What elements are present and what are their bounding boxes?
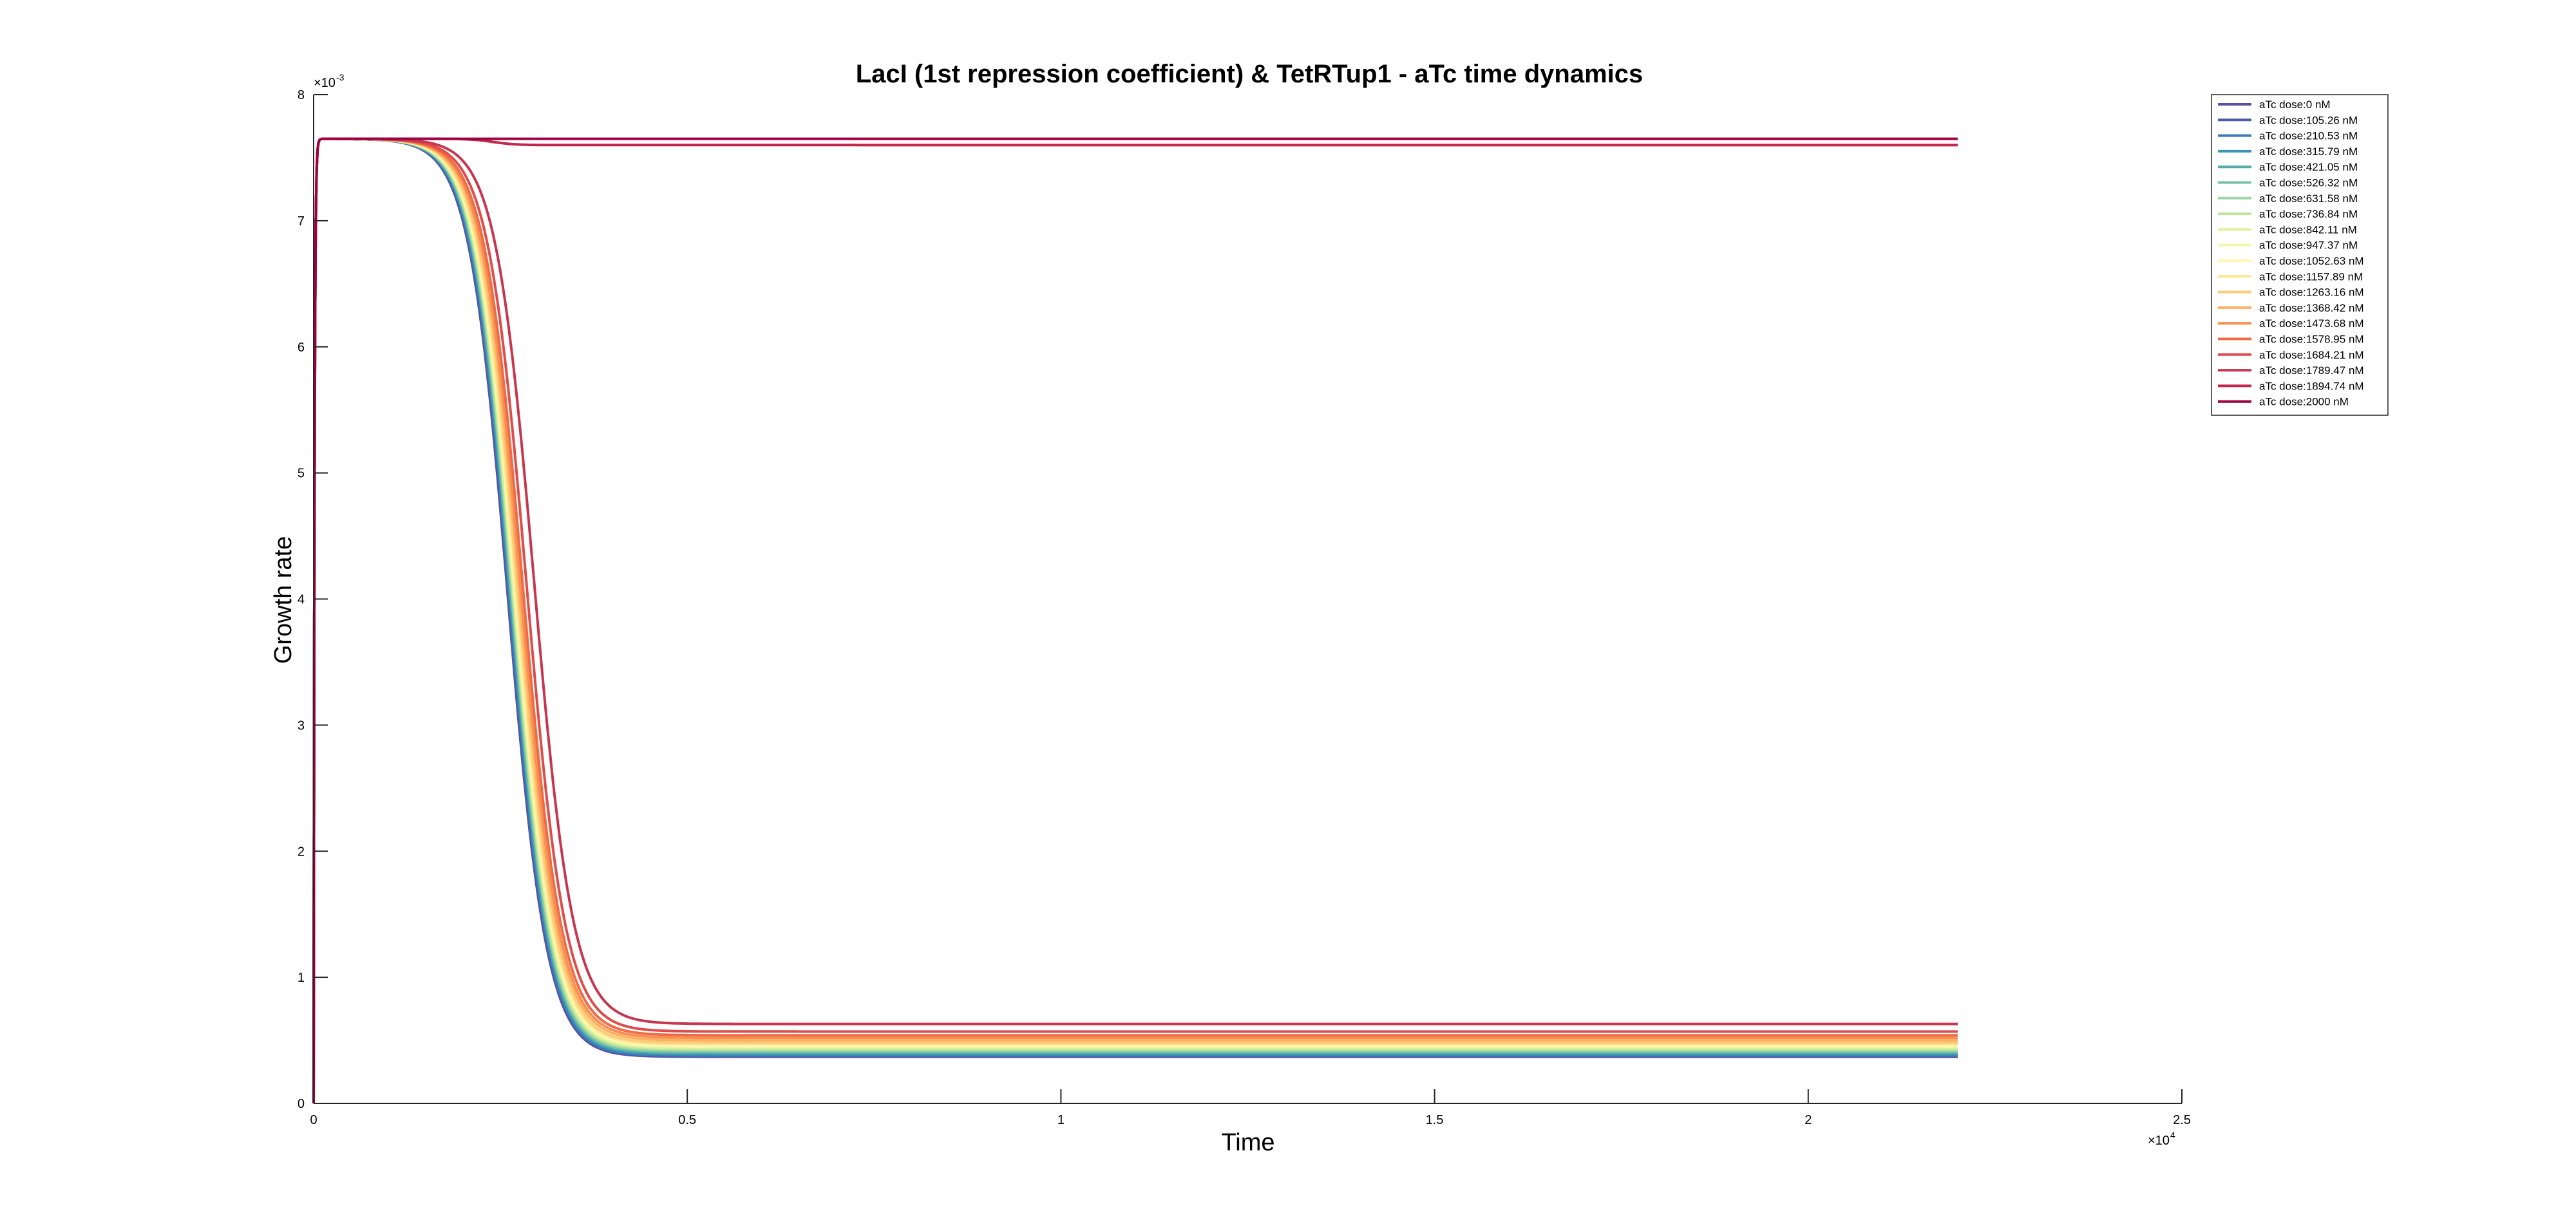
series-line-17 bbox=[312, 137, 1958, 1104]
legend-entry-label: aTc dose:1052.63 nM bbox=[2259, 255, 2364, 267]
legend-entry-label: aTc dose:2000 nM bbox=[2259, 396, 2349, 408]
series-line-12 bbox=[312, 137, 1958, 1104]
y-tick-label: 2 bbox=[298, 845, 305, 859]
legend-entry-label: aTc dose:1157.89 nM bbox=[2259, 270, 2363, 283]
y-multiplier-exponent: -3 bbox=[336, 72, 345, 82]
legend: aTc dose:0 nM aTc dose:105.26 nM aTc dose:… bbox=[2211, 94, 2389, 416]
legend-entry-label: aTc dose:210.53 nM bbox=[2259, 130, 2358, 142]
legend-entry-label: aTc dose:421.05 nM bbox=[2259, 161, 2358, 173]
legend-entry-label: aTc dose:1578.95 nM bbox=[2259, 333, 2364, 346]
legend-entry-label: aTc dose:1894.74 nM bbox=[2259, 380, 2364, 392]
x-axis-label: Time bbox=[1221, 1129, 1274, 1156]
x-tick-label: 1 bbox=[1057, 1113, 1065, 1127]
legend-entry-label: aTc dose:842.11 nM bbox=[2259, 223, 2357, 236]
series-line-15 bbox=[312, 137, 1958, 1104]
legend-entry-label: aTc dose:526.32 nM bbox=[2259, 177, 2358, 189]
chart-title: LacI (1st repression coefficient) & TetR… bbox=[856, 60, 1643, 88]
legend-entry-label: aTc dose:631.58 nM bbox=[2259, 192, 2358, 205]
x-tick-label: 0.5 bbox=[678, 1113, 696, 1127]
legend-entry-label: aTc dose:105.26 nM bbox=[2259, 114, 2358, 126]
series-line-14 bbox=[312, 137, 1958, 1104]
legend-entry-label: aTc dose:1368.42 nM bbox=[2259, 302, 2364, 314]
y-tick-label: 3 bbox=[298, 718, 305, 733]
series-line-16 bbox=[312, 137, 1958, 1104]
legend-box bbox=[2211, 94, 2389, 416]
y-axis-label: Growth rate bbox=[270, 536, 297, 664]
series-line-13 bbox=[312, 137, 1958, 1104]
y-tick-label: 6 bbox=[298, 341, 305, 355]
x-tick-label: 2.5 bbox=[2173, 1113, 2191, 1127]
y-tick-label: 8 bbox=[298, 88, 305, 102]
legend-entry-label: aTc dose:315.79 nM bbox=[2259, 145, 2358, 158]
x-multiplier-exponent: 4 bbox=[2170, 1130, 2175, 1140]
y-tick-label: 7 bbox=[298, 214, 305, 229]
x-multiplier: ×10 4 bbox=[2148, 1130, 2175, 1148]
legend-entry-label: aTc dose:0 nM bbox=[2259, 98, 2331, 111]
y-tick-label: 1 bbox=[298, 971, 305, 985]
y-tick-label: 5 bbox=[298, 467, 305, 481]
series-line-19 bbox=[312, 137, 1958, 1104]
y-tick-label: 4 bbox=[298, 593, 305, 607]
legend-entry-label: aTc dose:1263.16 nM bbox=[2259, 286, 2364, 299]
y-multiplier: ×10 -3 bbox=[314, 72, 345, 90]
x-tick-label: 1.5 bbox=[1426, 1113, 1444, 1127]
plot-area bbox=[312, 137, 1958, 1104]
y-ticks: 0 1 2 3 4 5 6 7 8 bbox=[298, 88, 328, 1111]
legend-entry-label: aTc dose:736.84 nM bbox=[2259, 208, 2358, 220]
legend-entry-label: aTc dose:1473.68 nM bbox=[2259, 317, 2364, 330]
series-line-18 bbox=[312, 137, 1958, 1104]
x-ticks: 0 0.5 1 1.5 2 2.5 bbox=[310, 1089, 2191, 1127]
legend-entry-label: aTc dose:1789.47 nM bbox=[2259, 364, 2364, 377]
legend-entry-label: aTc dose:1684.21 nM bbox=[2259, 349, 2364, 361]
y-multiplier-base: ×10 bbox=[314, 76, 336, 90]
x-tick-label: 0 bbox=[310, 1113, 317, 1127]
x-tick-label: 2 bbox=[1804, 1113, 1812, 1127]
y-tick-label: 0 bbox=[298, 1097, 305, 1111]
legend-entry-label: aTc dose:947.37 nM bbox=[2259, 239, 2358, 252]
x-multiplier-base: ×10 bbox=[2148, 1134, 2170, 1148]
